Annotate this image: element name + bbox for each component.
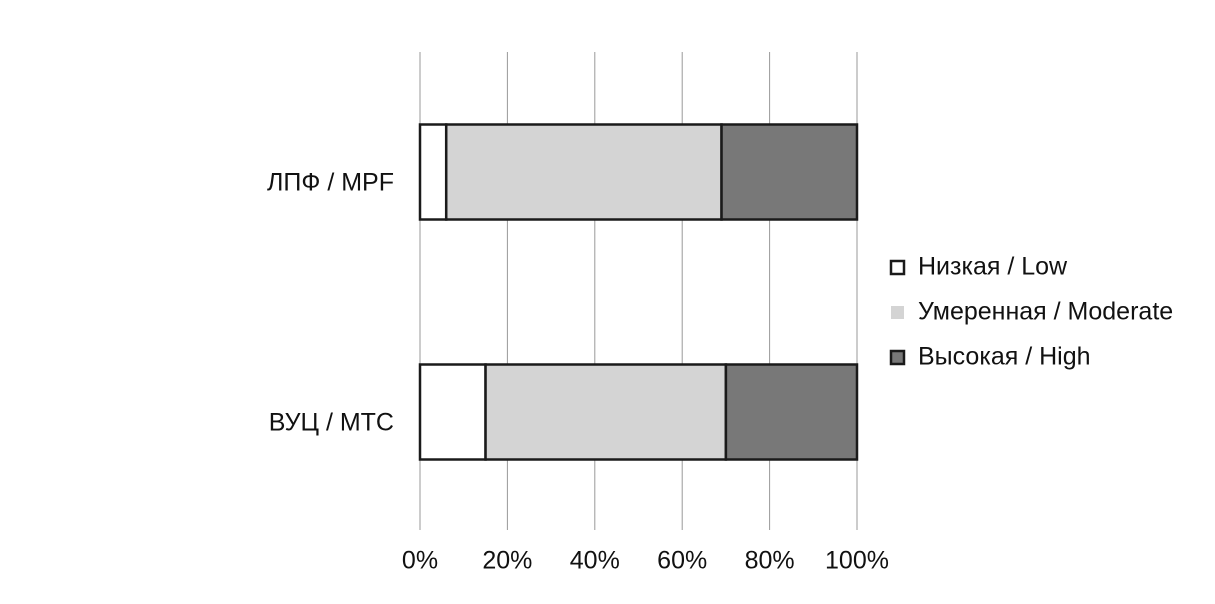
legend-label: Высокая / High: [918, 343, 1091, 371]
bar-segment: [724, 363, 859, 461]
bar-segment: [418, 363, 487, 461]
legend-swatch: [889, 349, 906, 366]
x-tick-label: 0%: [402, 547, 438, 575]
y-tick-label: ВУЦ / МТС: [269, 409, 394, 437]
y-tick-label: ЛПФ / MPF: [267, 169, 394, 197]
legend-swatch: [889, 259, 906, 276]
legend-label: Умеренная / Moderate: [918, 298, 1173, 326]
x-tick-label: 20%: [482, 547, 532, 575]
bar-segment: [484, 363, 728, 461]
x-tick-label: 60%: [657, 547, 707, 575]
bar-segment: [418, 123, 448, 221]
x-tick-label: 40%: [570, 547, 620, 575]
bar-segment: [720, 123, 859, 221]
legend-label: Низкая / Low: [918, 253, 1068, 281]
x-tick-label: 80%: [745, 547, 795, 575]
x-tick-label: 100%: [825, 547, 889, 575]
legend-swatch: [891, 306, 904, 319]
bar-segment: [444, 123, 723, 221]
